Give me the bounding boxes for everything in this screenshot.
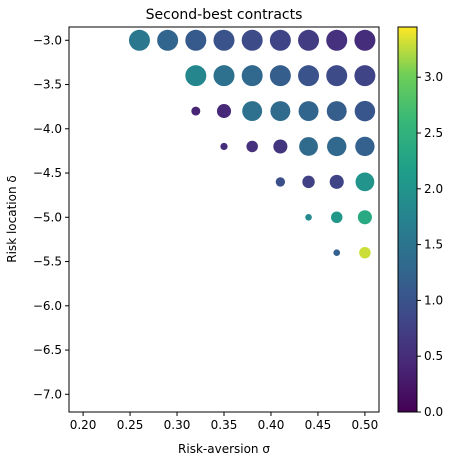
colorbar-tick-label: 2.5 [424, 126, 443, 140]
scatter-point [128, 29, 150, 51]
scatter-point [242, 101, 263, 122]
scatter-point [330, 211, 343, 224]
scatter-point [302, 175, 315, 189]
scatter-point [326, 101, 347, 122]
y-tick-label: −3.0 [33, 33, 62, 47]
scatter-point [185, 65, 207, 87]
colorbar-gradient [397, 26, 418, 413]
axes-frame [68, 26, 380, 413]
scatter-point [354, 65, 376, 87]
colorbar-tick-label: 0.0 [424, 405, 443, 419]
scatter-point [298, 101, 319, 122]
y-tick-label: −3.5 [33, 78, 62, 92]
y-tick-label: −4.0 [33, 122, 62, 136]
y-tick-label: −7.0 [33, 387, 62, 401]
scatter-point [216, 104, 232, 119]
scatter-point [246, 140, 258, 153]
colorbar-tick-label: 1.5 [424, 238, 443, 252]
y-axis-label: Risk location δ [5, 175, 19, 262]
y-tick-label: −6.5 [33, 343, 62, 357]
scatter-point [298, 65, 320, 87]
scatter-point [241, 29, 263, 51]
colorbar-tick-label: 0.5 [424, 349, 443, 363]
scatter-point [185, 29, 207, 51]
scatter-point [191, 106, 201, 116]
colorbar: 0.0 0.5 1.0 1.5 2.0 2.5 3.0 [397, 26, 443, 419]
scatter-point [269, 29, 291, 51]
scatter-point [357, 210, 372, 225]
y-tick-label: −5.5 [33, 255, 62, 269]
chart-title: Second-best contracts [146, 7, 303, 23]
x-axis: 0.20 0.25 0.30 0.35 0.40 0.45 0.50 [70, 412, 379, 432]
scatter-point [157, 29, 179, 51]
scatter-point [355, 172, 375, 192]
colorbar-tick-label: 2.0 [424, 182, 443, 196]
colorbar-tick-label: 1.0 [424, 293, 443, 307]
scatter-point [213, 65, 235, 87]
x-tick-label: 0.35 [211, 418, 238, 432]
plot-area: 0.20 0.25 0.30 0.35 0.40 0.45 0.50 −3.0 −3.5 −4.… [33, 26, 380, 432]
x-tick-label: 0.25 [117, 418, 144, 432]
scatter-point [329, 174, 344, 189]
x-axis-label: Risk-aversion σ [178, 442, 270, 456]
scatter-point [354, 100, 376, 122]
scatter-point [213, 29, 235, 51]
y-tick-label: −5.0 [33, 210, 62, 224]
scatter-point [305, 213, 312, 221]
scatter-point [275, 177, 286, 187]
x-tick-label: 0.50 [352, 418, 379, 432]
data-points [128, 29, 376, 259]
scatter-point [326, 29, 348, 51]
scatter-point [220, 142, 228, 151]
scatter-point [355, 136, 375, 157]
colorbar-ticks: 0.0 0.5 1.0 1.5 2.0 2.5 3.0 [417, 70, 443, 419]
scatter-point [299, 137, 318, 156]
colorbar-tick-label: 3.0 [424, 70, 443, 84]
scatter-point [354, 29, 376, 51]
x-tick-label: 0.30 [164, 418, 191, 432]
scatter-point [327, 136, 347, 157]
y-tick-label: −6.0 [33, 299, 62, 313]
scatter-point [270, 101, 291, 122]
x-tick-label: 0.20 [70, 418, 97, 432]
scatter-point [333, 249, 341, 257]
scatter-point [241, 65, 263, 87]
scatter-point [326, 65, 348, 87]
y-axis: −3.0 −3.5 −4.0 −4.5 −5.0 −5.5 −6.0 −6.5 −7.0 [33, 33, 69, 401]
x-tick-label: 0.40 [258, 418, 285, 432]
scatter-point [273, 139, 288, 154]
scatter-point [298, 29, 320, 51]
scatter-point [359, 246, 371, 259]
x-tick-label: 0.45 [305, 418, 332, 432]
y-tick-label: −4.5 [33, 166, 62, 180]
scatter-point [269, 65, 291, 87]
